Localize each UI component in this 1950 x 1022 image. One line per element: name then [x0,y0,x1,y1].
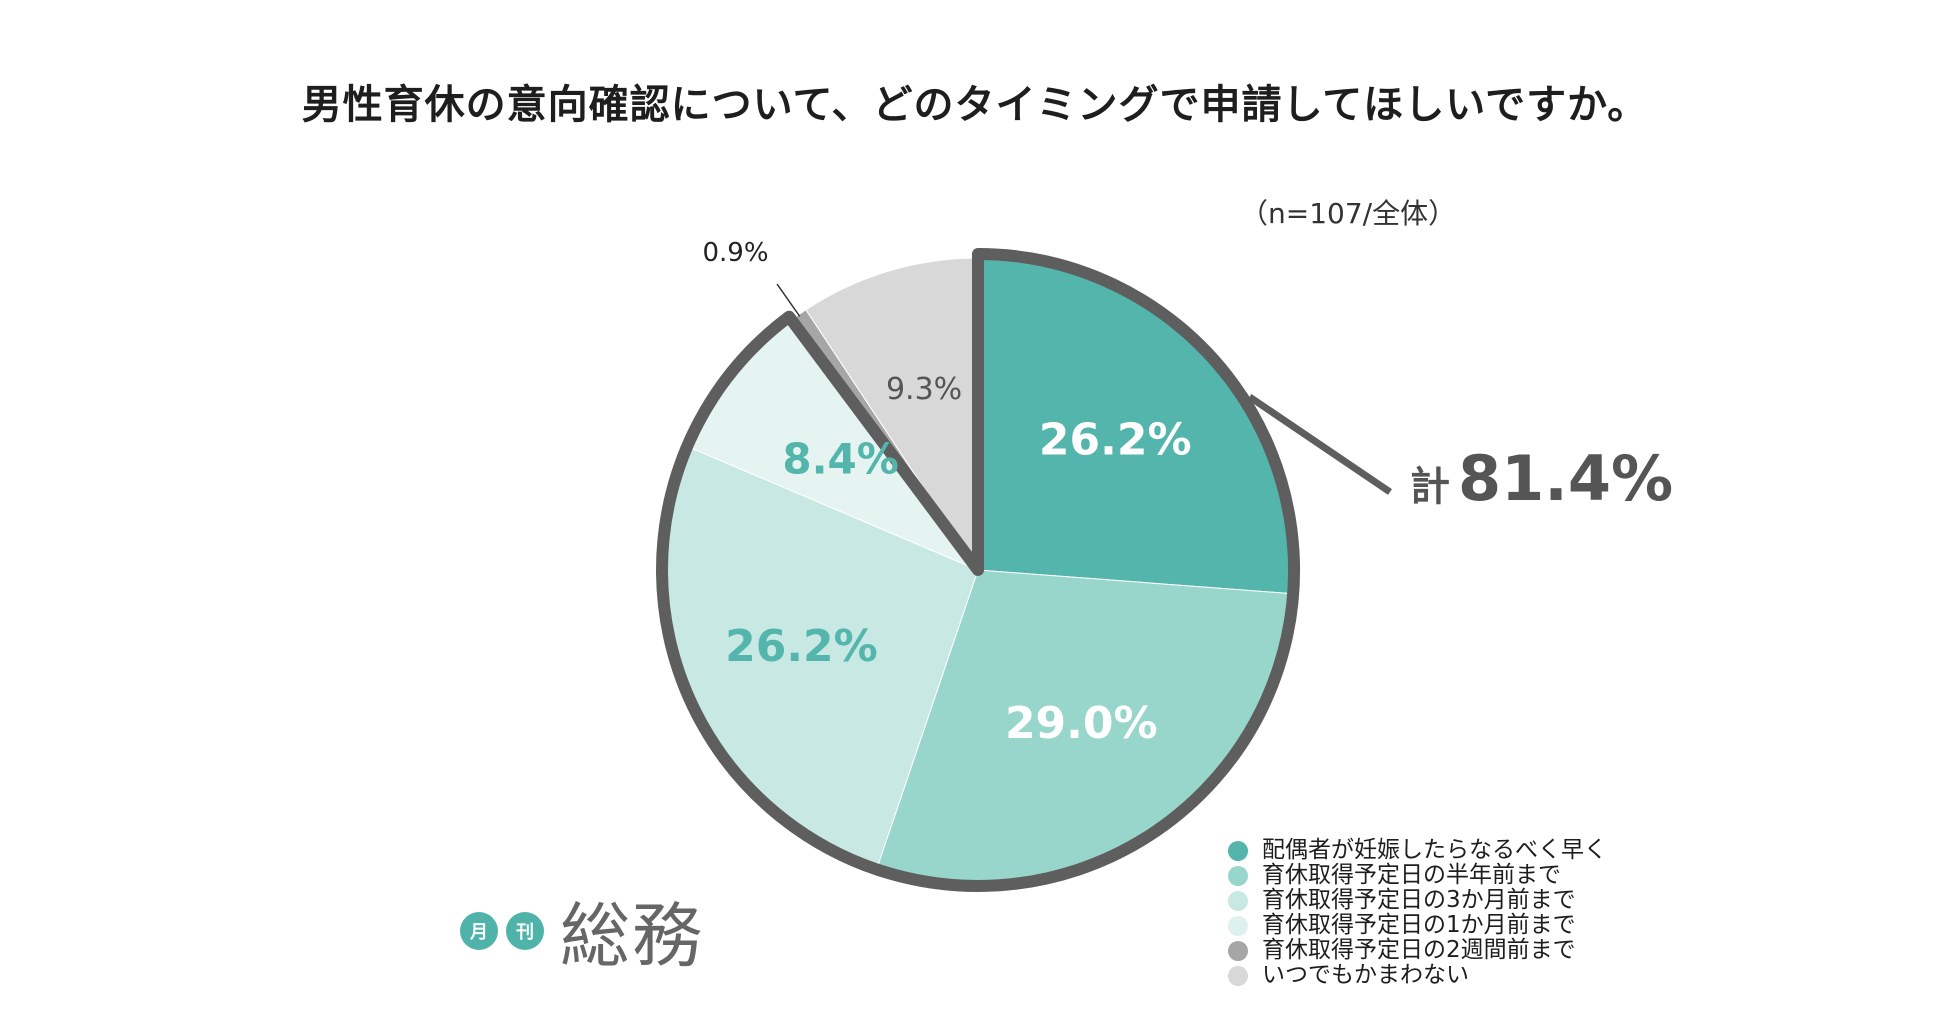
slice-value-label: 9.3% [886,372,962,407]
callout-leader-line [1247,393,1392,495]
logo-badge-kan: 刊 [506,911,544,950]
slice-value-label: 0.9% [703,238,769,268]
legend-item: 育休取得予定日の半年前まで [1228,863,1607,888]
callout-prefix: 計 [1410,464,1450,510]
sample-size-note: （n=107/全体） [1240,197,1457,230]
legend-item: 育休取得予定日の2週間前まで [1228,938,1607,963]
legend-item: 育休取得予定日の1か月前まで [1228,913,1607,938]
legend-item: 育休取得予定日の3か月前まで [1228,888,1607,913]
legend-swatch [1228,940,1248,961]
legend-swatch [1228,890,1248,911]
legend-item: 配偶者が妊娠したらなるべく早く [1228,838,1607,863]
logo-text: 総務 [560,895,704,977]
callout-outline [656,248,1300,892]
legend-label: 育休取得予定日の1か月前まで [1262,912,1576,938]
legend-label: 育休取得予定日の半年前まで [1262,862,1561,888]
pie-slice [805,257,979,572]
slice-value-label: 26.2% [725,621,878,672]
slice-value-label: 8.4% [782,435,898,484]
legend-label: 育休取得予定日の3か月前まで [1262,887,1576,913]
legend: 配偶者が妊娠したらなるべく早く 育休取得予定日の半年前まで 育休取得予定日の3か月前… [1228,838,1607,988]
legend-label: 育休取得予定日の2週間前まで [1262,937,1576,963]
slice-value-label: 29.0% [1005,698,1158,749]
legend-label: いつでもかまわない [1262,962,1469,988]
legend-swatch [1228,840,1248,861]
logo: 月 刊 総務 [460,880,704,981]
legend-swatch [1228,915,1248,936]
legend-item: いつでもかまわない [1228,963,1607,988]
slice-label-leader [776,283,801,317]
legend-label: 配偶者が妊娠したらなるべく早く [1262,837,1607,863]
slice-value-label: 26.2% [1039,415,1192,466]
legend-swatch [1228,865,1248,886]
chart-title: 男性育休の意向確認について、どのタイミングで申請してほしいですか。 [301,82,1649,128]
logo-badge-tsuki: 月 [460,911,498,950]
legend-swatch [1228,965,1248,986]
callout-value: 81.4% [1458,442,1673,515]
